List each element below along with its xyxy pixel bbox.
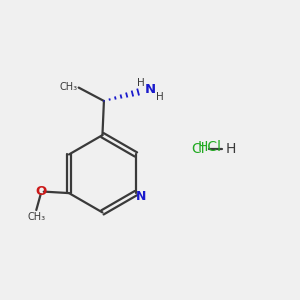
Text: CH₃: CH₃ xyxy=(59,82,77,92)
Text: CH₃: CH₃ xyxy=(27,212,45,222)
Text: H: H xyxy=(136,78,144,88)
Text: H: H xyxy=(225,142,236,155)
Text: O: O xyxy=(35,185,46,198)
Text: N: N xyxy=(144,83,156,96)
Text: N: N xyxy=(136,190,146,203)
Text: HCl: HCl xyxy=(197,140,221,154)
Text: H: H xyxy=(156,92,164,102)
Text: Cl: Cl xyxy=(191,142,205,155)
